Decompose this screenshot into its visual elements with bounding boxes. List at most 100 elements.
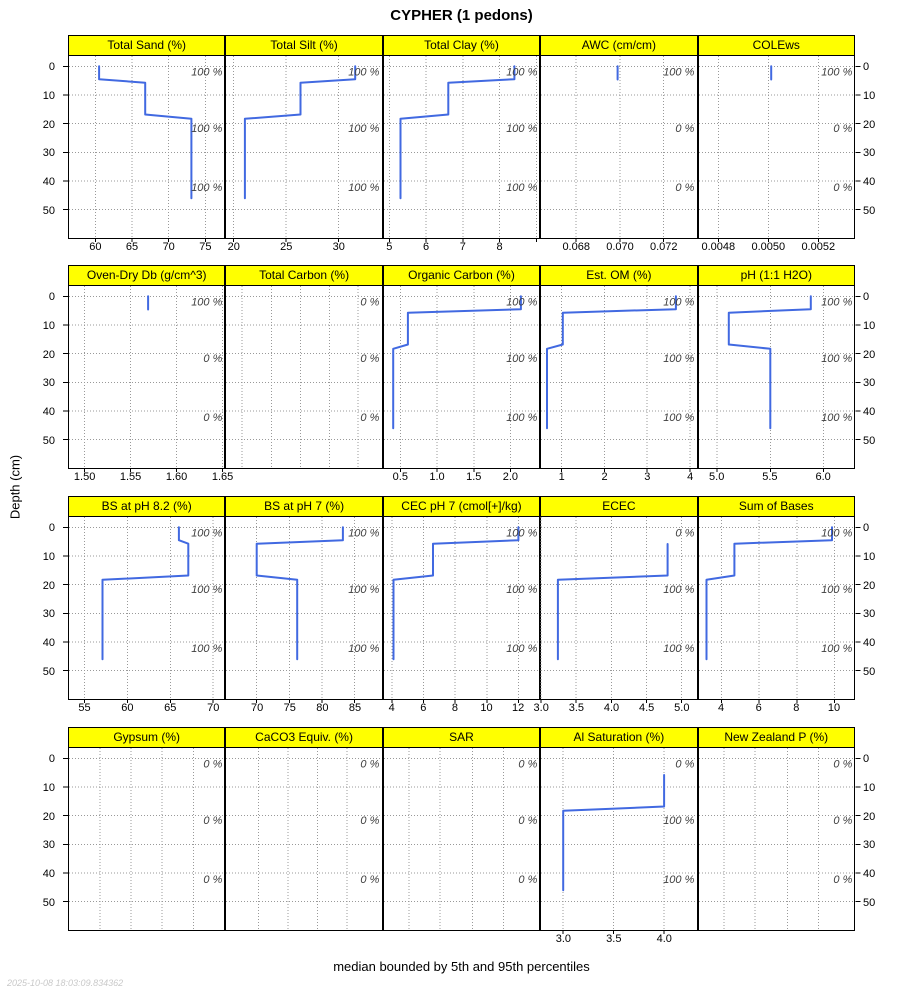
depth-tick-label: 10 <box>42 782 55 794</box>
contribution-fraction-label: 0 % <box>203 874 222 886</box>
x-tick-label: 55 <box>78 702 91 714</box>
profile-line <box>98 65 193 200</box>
x-axis-ph-1-1-h2o: 5.0 5.5 6.0 <box>698 469 855 485</box>
depth-tick-label: 10 <box>863 90 876 102</box>
profile-line <box>392 526 520 661</box>
depth-tick-label: 40 <box>863 868 876 881</box>
contribution-fraction-label: 100 % <box>663 412 694 424</box>
profile-plot: 0 % 0 % 0 % <box>383 748 540 929</box>
x-tick-label: 0.0048 <box>701 241 736 253</box>
x-tick-label: 4.5 <box>639 702 655 714</box>
panel-plot-awc-cm-cm: 100 % 0 % 0 % <box>540 56 698 242</box>
contribution-fraction-label: 100 % <box>821 528 852 540</box>
x-tick-label: 5.0 <box>709 471 725 483</box>
contribution-fraction-label: 100 % <box>349 182 380 194</box>
contribution-fraction-label: 100 % <box>663 874 694 886</box>
contribution-fraction-label: 0 % <box>361 412 380 424</box>
profile-line <box>562 774 666 892</box>
depth-tick-label: 30 <box>863 147 876 160</box>
x-tick-label: 80 <box>316 702 329 714</box>
panel-plot-est-om: 100 % 100 % 100 % <box>540 286 698 472</box>
x-tick-label: 5.5 <box>762 471 778 483</box>
x-tick-label: 70 <box>162 241 175 253</box>
x-tick-label: 0.0050 <box>751 241 786 253</box>
panel-plot-total-carbon: 0 % 0 % 0 % <box>225 286 383 469</box>
contribution-fraction-label: 100 % <box>821 67 852 79</box>
depth-axis-left: 0 10 20 30 40 50 <box>0 517 62 700</box>
depth-tick-label: 50 <box>42 204 55 217</box>
contribution-fraction-label: 100 % <box>821 297 852 309</box>
depth-tick-label: 50 <box>42 896 55 909</box>
contribution-fraction-label: 100 % <box>506 67 537 79</box>
x-tick-label: 2 <box>601 471 608 483</box>
contribution-fraction-label: 100 % <box>663 815 694 827</box>
x-tick-label: 0.072 <box>649 241 678 253</box>
profile-line <box>727 295 812 430</box>
contribution-fraction-label: 100 % <box>349 584 380 596</box>
depth-tick-label: 0 <box>863 522 870 535</box>
x-tick-label: 10 <box>827 702 841 714</box>
depth-tick-label: 20 <box>42 118 55 131</box>
x-tick-label: 1.60 <box>165 471 188 483</box>
panel-plot-ecec: 0 % 100 % 100 % <box>540 517 698 703</box>
depth-axis-left: 0 10 20 30 40 50 <box>0 56 62 239</box>
contribution-fraction-label: 100 % <box>821 584 852 596</box>
x-tick-label: 60 <box>121 702 134 714</box>
x-tick-label: 4 <box>717 702 725 714</box>
x-tick-label: 3.0 <box>555 933 572 945</box>
x-tick-label: 1.5 <box>466 471 482 483</box>
profile-line <box>101 526 190 661</box>
x-tick-label: 3.5 <box>606 933 622 945</box>
x-tick-label: 1.65 <box>211 471 234 483</box>
panel-awc-cm-cm: AWC (cm/cm) 100 % 0 % 0 % <box>540 35 698 242</box>
profile-plot: 100 % 100 % 100 % <box>226 56 382 242</box>
depth-tick-label: 10 <box>863 320 876 332</box>
panel-plot-sum-of-bases: 100 % 100 % 100 % <box>697 517 860 703</box>
depth-axis-right: 0 10 20 30 40 50 <box>856 56 898 239</box>
panel-ph-1-1-h2o: pH (1:1 H2O) 100 % 100 % 100 % <box>697 265 860 472</box>
contribution-fraction-label: 0 % <box>518 759 537 771</box>
panel-al-saturation: Al Saturation (%) 0 % 100 % 100 % <box>540 727 698 934</box>
contribution-fraction-label: 100 % <box>506 353 537 365</box>
contribution-fraction-label: 0 % <box>518 815 537 827</box>
x-axis-total-sand: 60 65 70 75 <box>68 239 225 255</box>
profile-plot: 0 % 0 % 0 % <box>698 748 860 929</box>
x-axis-al-saturation: 3.0 3.5 4.0 <box>540 931 697 947</box>
contribution-fraction-label: 100 % <box>506 412 537 424</box>
depth-tick-label: 20 <box>42 810 55 823</box>
x-tick-label: 3.5 <box>568 702 584 714</box>
x-axis-est-om: 1 2 3 4 <box>540 469 697 485</box>
contribution-fraction-label: 0 % <box>676 123 695 135</box>
contribution-fraction-label: 0 % <box>361 874 380 886</box>
profile-line <box>391 295 522 430</box>
panel-plot-gypsum: 0 % 0 % 0 % <box>63 748 226 931</box>
profile-plot: 100 % 100 % 100 % <box>63 56 225 242</box>
depth-tick-label: 0 <box>48 61 55 74</box>
depth-tick-label: 30 <box>863 608 876 621</box>
x-tick-label: 0.0052 <box>801 241 836 253</box>
x-tick-label: 60 <box>89 241 102 253</box>
contribution-fraction-label: 100 % <box>663 353 694 365</box>
x-tick-label: 6 <box>755 702 762 714</box>
contribution-fraction-label: 100 % <box>349 643 380 655</box>
depth-axis-left: 0 10 20 30 40 50 <box>0 286 62 469</box>
plot-caption: median bounded by 5th and 95th percentil… <box>333 959 590 974</box>
depth-tick-label: 30 <box>42 608 55 621</box>
contribution-fraction-label: 0 % <box>203 353 222 365</box>
panel-cec-ph-7-cmol-kg: CEC pH 7 (cmol[+]/kg) 100 % 100 % 100 % <box>382 496 541 703</box>
contribution-fraction-label: 100 % <box>663 643 694 655</box>
x-tick-label: 7 <box>459 241 466 253</box>
x-axis-bs-at-ph-8-2: 55 60 65 70 <box>68 700 225 716</box>
contribution-fraction-label: 0 % <box>203 412 222 424</box>
contribution-fraction-label: 100 % <box>821 643 852 655</box>
x-axis-awc-cm-cm: 0.068 0.070 0.072 <box>540 239 697 255</box>
depth-tick-label: 20 <box>42 348 55 361</box>
profile-plot: 0 % 0 % 0 % <box>226 748 382 929</box>
profile-line <box>546 295 678 430</box>
contribution-fraction-label: 100 % <box>506 528 537 540</box>
depth-tick-label: 20 <box>863 348 876 361</box>
x-tick-label: 10 <box>480 702 493 714</box>
depth-tick-label: 30 <box>863 839 876 852</box>
panel-plot-colews: 100 % 0 % 0 % <box>697 56 860 242</box>
profile-plot: 100 % 100 % 100 % <box>383 517 540 703</box>
